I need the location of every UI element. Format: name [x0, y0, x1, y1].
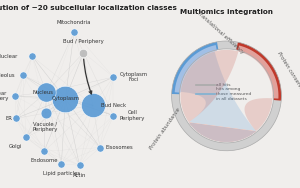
Point: [20, 74, 25, 77]
Point: [77, 164, 82, 167]
Polygon shape: [238, 45, 278, 99]
Text: Endosome: Endosome: [30, 158, 58, 164]
Point: [98, 146, 102, 149]
Polygon shape: [172, 42, 218, 94]
Point: [111, 114, 116, 117]
Text: Bud Neck: Bud Neck: [101, 103, 126, 108]
Point: [72, 30, 76, 33]
Text: Vacuole /
Periphery: Vacuole / Periphery: [32, 122, 58, 132]
Point: [43, 111, 48, 114]
Text: Resolution of ~20 subcellular localization classes: Resolution of ~20 subcellular localizati…: [0, 5, 176, 11]
Text: all hits: all hits: [216, 83, 230, 87]
Text: Multiomics integration: Multiomics integration: [180, 9, 273, 15]
Polygon shape: [236, 42, 281, 101]
Point: [59, 162, 64, 165]
Point: [14, 117, 18, 120]
Text: ER: ER: [5, 116, 12, 121]
Point: [44, 91, 49, 94]
Polygon shape: [181, 51, 256, 142]
Text: Lipid particles: Lipid particles: [43, 171, 80, 176]
Text: Cytoplasm: Cytoplasm: [51, 96, 80, 101]
Polygon shape: [175, 45, 217, 93]
Point: [111, 76, 116, 79]
Text: hits among
those measured
in all datasets: hits among those measured in all dataset…: [216, 87, 251, 101]
Text: Actin: Actin: [73, 173, 86, 178]
Text: Cell
Periphery: Cell Periphery: [120, 110, 145, 121]
Text: Protein abundance: Protein abundance: [149, 107, 182, 151]
Text: Golgi: Golgi: [9, 144, 22, 149]
Point: [42, 150, 46, 153]
Point: [24, 136, 28, 139]
Polygon shape: [181, 50, 272, 142]
Text: Mitochondria: Mitochondria: [57, 20, 91, 25]
Text: Translational efficiency: Translational efficiency: [196, 10, 245, 55]
Point: [63, 97, 68, 100]
Text: Eisosomes: Eisosomes: [106, 145, 134, 150]
Point: [81, 51, 86, 54]
Point: [13, 94, 17, 97]
Polygon shape: [172, 41, 281, 151]
Text: Nuclear
Periphery: Nuclear Periphery: [0, 91, 9, 101]
Text: Protein conservation: Protein conservation: [276, 51, 300, 100]
Point: [30, 55, 35, 58]
Text: Cytoplasm
Foci: Cytoplasm Foci: [120, 72, 148, 82]
Text: Nucleus: Nucleus: [32, 90, 53, 95]
Text: Bud / Periphery: Bud / Periphery: [63, 39, 104, 44]
Text: Punctate Nuclear: Punctate Nuclear: [0, 54, 17, 59]
Text: Nucleolus: Nucleolus: [0, 73, 15, 78]
Point: [91, 104, 95, 107]
